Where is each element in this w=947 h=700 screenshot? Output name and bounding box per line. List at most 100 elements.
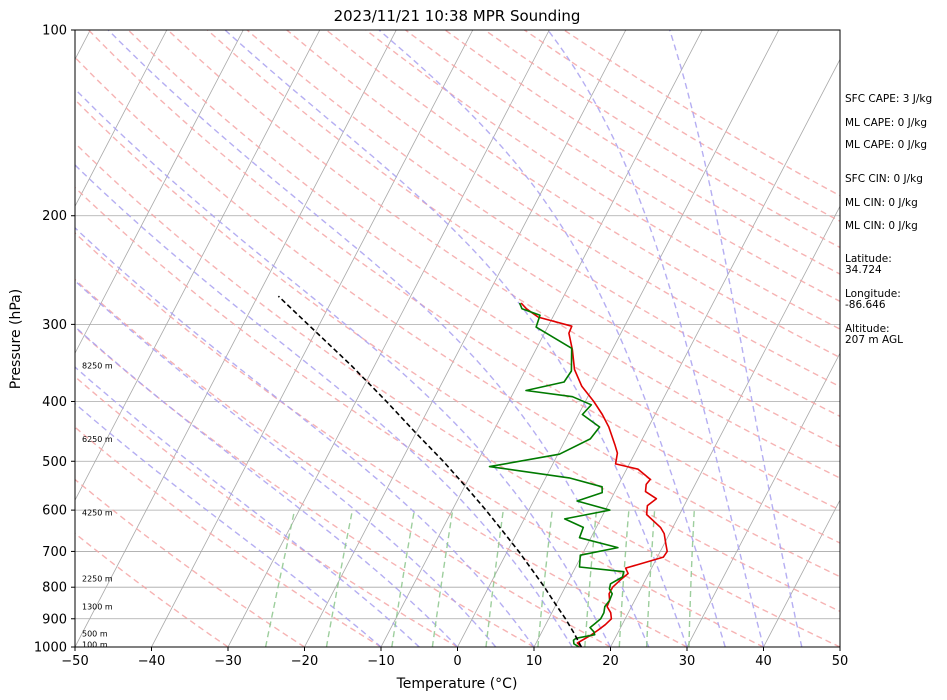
dry-adiabat <box>75 56 840 578</box>
dry-adiabat <box>365 30 840 330</box>
series-line-0 <box>520 302 669 647</box>
dry-adiabat <box>88 30 840 544</box>
stat-sfc-cin: SFC CIN: 0 J/kg <box>845 173 923 185</box>
x-tick-label: 10 <box>526 654 543 669</box>
height-labels: 8250 m 6250 m 4250 m 2250 m 1300 m 500 m 100 m <box>82 362 113 650</box>
x-tick-label: −40 <box>138 654 165 669</box>
moist-adiabat <box>75 88 612 647</box>
mixing-ratio-line <box>264 509 296 647</box>
dry-adiabat <box>75 98 840 613</box>
stat-longitude-value: -86.646 <box>845 299 886 311</box>
moist-adiabat <box>224 30 688 647</box>
dry-adiabat <box>75 426 382 647</box>
dry-adiabat <box>206 30 840 448</box>
y-axis-label: Pressure (hPa) <box>8 289 24 389</box>
isotherm-line <box>75 30 397 647</box>
x-tick-label: −20 <box>291 654 318 669</box>
stat-sfc-cape: SFC CAPE: 3 J/kg <box>845 93 932 105</box>
isotherm-line <box>75 30 244 355</box>
stat-ml-cape-2: ML CAPE: 0 J/kg <box>845 139 927 151</box>
moist-adiabat <box>75 164 573 647</box>
y-tick-label: 700 <box>42 545 67 560</box>
stat-longitude-label: Longitude: <box>845 288 901 300</box>
x-axis: −50 −40 −30 −20 −10 0 10 20 30 40 50 <box>61 647 848 669</box>
isotherm-line <box>151 30 474 647</box>
dry-adiabat <box>75 532 229 647</box>
x-tick-label: 40 <box>755 654 772 669</box>
y-tick-label: 300 <box>42 318 67 333</box>
chart-title: 2023/11/21 10:38 MPR Sounding <box>334 7 581 25</box>
x-tick-label: 50 <box>832 654 849 669</box>
isotherm-line <box>304 30 627 647</box>
background-lines <box>75 30 840 647</box>
stat-latitude-value: 34.724 <box>845 264 882 276</box>
height-label: 2250 m <box>82 575 113 584</box>
stat-ml-cin: ML CIN: 0 J/kg <box>845 197 918 209</box>
series-line-1 <box>488 302 625 647</box>
x-tick-label: −10 <box>367 654 394 669</box>
isotherm-line <box>763 499 840 647</box>
mixing-ratio-line <box>485 510 504 647</box>
dry-adiabat <box>75 186 764 647</box>
x-axis-label: Temperature (°C) <box>396 676 518 692</box>
isotherm-line <box>533 58 840 647</box>
series-line-2 <box>277 295 583 647</box>
x-tick-label: −50 <box>61 654 88 669</box>
isotherm-line <box>457 30 780 647</box>
dry-adiabat <box>246 30 840 418</box>
dry-adiabat <box>75 142 840 647</box>
moist-adiabat <box>75 325 458 647</box>
moist-adiabat <box>75 366 420 647</box>
isotherm-line <box>380 30 703 647</box>
y-tick-label: 100 <box>42 24 67 39</box>
x-tick-label: 30 <box>679 654 696 669</box>
y-tick-label: 900 <box>42 612 67 627</box>
x-tick-label: 0 <box>453 654 461 669</box>
dry-adiabat <box>75 232 688 647</box>
y-tick-label: 500 <box>42 455 67 470</box>
y-tick-label: 200 <box>42 209 67 224</box>
mixing-ratio-line <box>325 509 354 647</box>
mixing-ratio-line <box>431 509 454 647</box>
height-label: 1300 m <box>82 603 113 612</box>
isotherm-line <box>686 352 840 647</box>
stat-ml-cin-2: ML CIN: 0 J/kg <box>845 220 918 232</box>
isotherm-line <box>75 30 168 208</box>
mixing-ratio-line <box>645 510 656 647</box>
dry-adiabat <box>127 30 840 511</box>
x-tick-label: −30 <box>214 654 241 669</box>
y-axis: 100 200 300 400 500 600 700 800 900 1000 <box>34 24 75 656</box>
height-label: 500 m <box>82 629 108 638</box>
height-label: 6250 m <box>82 435 113 444</box>
isotherm-line <box>610 205 840 647</box>
stat-altitude-label: Altitude: <box>845 323 890 335</box>
height-label: 8250 m <box>82 362 113 371</box>
isotherm-line <box>75 30 321 501</box>
stat-ml-cape: ML CAPE: 0 J/kg <box>845 117 927 129</box>
isotherm-line <box>227 30 550 647</box>
y-tick-label: 400 <box>42 395 67 410</box>
moist-adiabat <box>75 226 535 647</box>
mixing-ratio-line <box>537 510 553 647</box>
y-tick-label: 600 <box>42 504 67 519</box>
dry-adiabat <box>75 326 535 647</box>
stats-panel: SFC CAPE: 3 J/kg ML CAPE: 0 J/kg ML CAPE… <box>845 93 932 346</box>
y-tick-label: 1000 <box>34 641 67 656</box>
stat-latitude-label: Latitude: <box>845 253 892 265</box>
dry-adiabat <box>75 278 611 647</box>
dry-adiabat <box>75 478 305 647</box>
y-tick-label: 800 <box>42 581 67 596</box>
moist-adiabat <box>378 30 726 647</box>
dry-adiabat <box>405 30 840 303</box>
x-tick-label: 20 <box>602 654 619 669</box>
moist-adiabat <box>547 30 765 647</box>
moist-adiabat <box>669 30 803 647</box>
series-layer <box>277 295 669 647</box>
mixing-ratio-line <box>391 509 416 647</box>
dry-adiabat <box>75 375 458 647</box>
stat-altitude-value: 207 m AGL <box>845 334 903 346</box>
moist-adiabat <box>75 279 497 647</box>
height-label: 100 m <box>82 640 108 649</box>
height-label: 4250 m <box>82 508 113 517</box>
